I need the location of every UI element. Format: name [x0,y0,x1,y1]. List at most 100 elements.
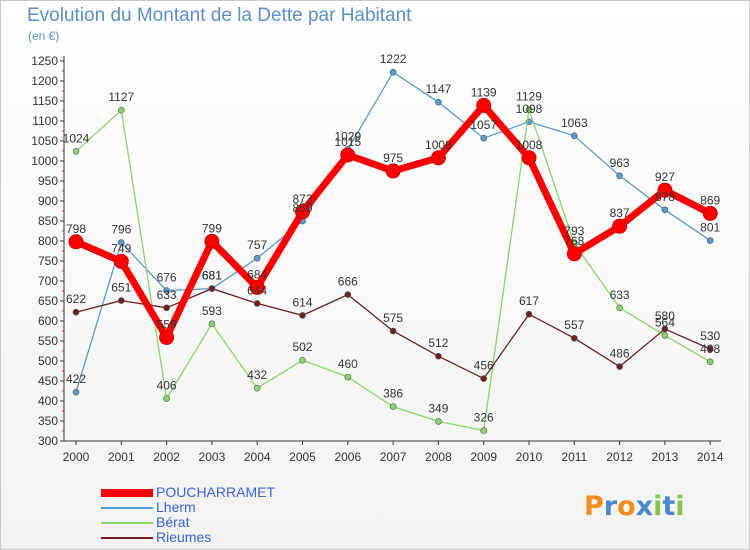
data-point [612,218,628,234]
logo-letter: r [603,491,618,522]
data-point [480,427,488,434]
logo-letter: o [617,491,636,522]
data-label: 666 [338,275,358,289]
data-label: 575 [383,311,403,325]
x-tick-label: 2013 [652,450,679,464]
chart-title: Evolution du Montant de la Dette par Hab… [27,5,412,26]
data-label: 1129 [516,89,542,103]
data-point [476,97,492,113]
y-tick-label: 1100 [32,114,58,128]
data-point [706,358,714,366]
logo-letter: t [662,491,676,522]
data-label: 406 [157,379,177,393]
data-point [163,304,170,312]
legend-item-rieumes[interactable]: Rieumes [101,530,401,545]
data-label: 564 [655,315,675,329]
data-point [253,384,261,392]
x-tick-label: 2002 [153,450,180,464]
data-label: 1139 [471,85,497,99]
data-label: 486 [610,347,630,361]
x-tick-label: 2012 [606,450,633,464]
legend-label: Bérat [156,514,190,530]
y-tick-label: 950 [38,174,58,188]
data-point [706,237,714,244]
data-point [435,98,442,106]
y-tick-label: 550 [38,334,58,348]
data-label: 1147 [425,82,451,96]
data-point [435,352,442,360]
x-tick-label: 2011 [561,450,587,464]
data-label: 1057 [470,118,497,132]
y-tick-label: 1200 [31,74,58,88]
data-point [616,363,623,370]
y-tick-label: 350 [38,414,58,428]
data-label: 757 [247,238,267,252]
data-label: 593 [202,304,222,318]
data-label: 749 [111,241,131,255]
x-tick-label: 2009 [470,450,497,464]
data-label: 559 [157,317,177,331]
data-point [480,375,488,382]
data-label: 498 [700,342,720,356]
y-tick-label: 600 [38,314,58,328]
y-tick-label: 1250 [31,54,58,68]
data-label: 1098 [516,102,543,116]
data-label: 1015 [334,135,361,149]
data-point [253,300,261,307]
data-point [430,150,446,166]
legend-item-poucharramet[interactable]: POUCHARRAMET [101,485,401,500]
data-label: 614 [292,295,312,309]
data-label: 622 [66,292,86,306]
data-label: 878 [655,190,675,204]
data-point [299,356,306,364]
data-point [344,373,352,381]
data-point [118,106,125,114]
data-point [253,254,261,262]
data-label: 963 [610,156,630,170]
logo-letter: x [635,491,654,522]
data-label: 799 [202,221,222,235]
data-label: 651 [111,281,131,295]
data-point [68,234,84,250]
data-point [570,334,578,342]
data-label: 975 [383,151,403,165]
data-point [159,329,175,345]
legend-label: Lherm [156,499,196,515]
data-point [299,312,306,319]
data-point [435,418,442,425]
data-point [702,205,718,221]
data-point [118,239,125,246]
data-label: 1024 [63,131,90,145]
data-point [118,297,125,304]
x-tick-label: 2004 [244,450,271,464]
data-point [661,332,669,339]
data-point [616,304,623,312]
x-tick-label: 2008 [425,450,452,464]
data-label: 386 [383,387,403,401]
data-label: 633 [157,288,177,302]
y-tick-label: 1050 [31,134,58,148]
data-point [72,148,80,155]
logo-letter: P [584,491,604,522]
data-label: 1127 [108,90,134,104]
data-point [295,204,310,220]
data-label: 681 [202,269,222,283]
data-label: 676 [157,271,177,285]
data-point [163,287,170,294]
legend-item-lherm[interactable]: Lherm [101,500,401,515]
data-point [208,285,216,292]
data-label: 869 [700,193,720,207]
data-label: 530 [700,329,720,343]
data-label: 927 [655,170,675,184]
proxiti-logo: Proxiti [584,491,685,522]
data-point [344,291,352,298]
data-point [570,132,578,140]
y-tick-label: 750 [38,254,58,268]
legend-item-berat[interactable]: Bérat [101,515,401,530]
data-label: 798 [66,222,86,236]
y-tick-label: 300 [38,434,58,448]
data-point [163,395,170,402]
x-tick-label: 2001 [108,450,135,464]
